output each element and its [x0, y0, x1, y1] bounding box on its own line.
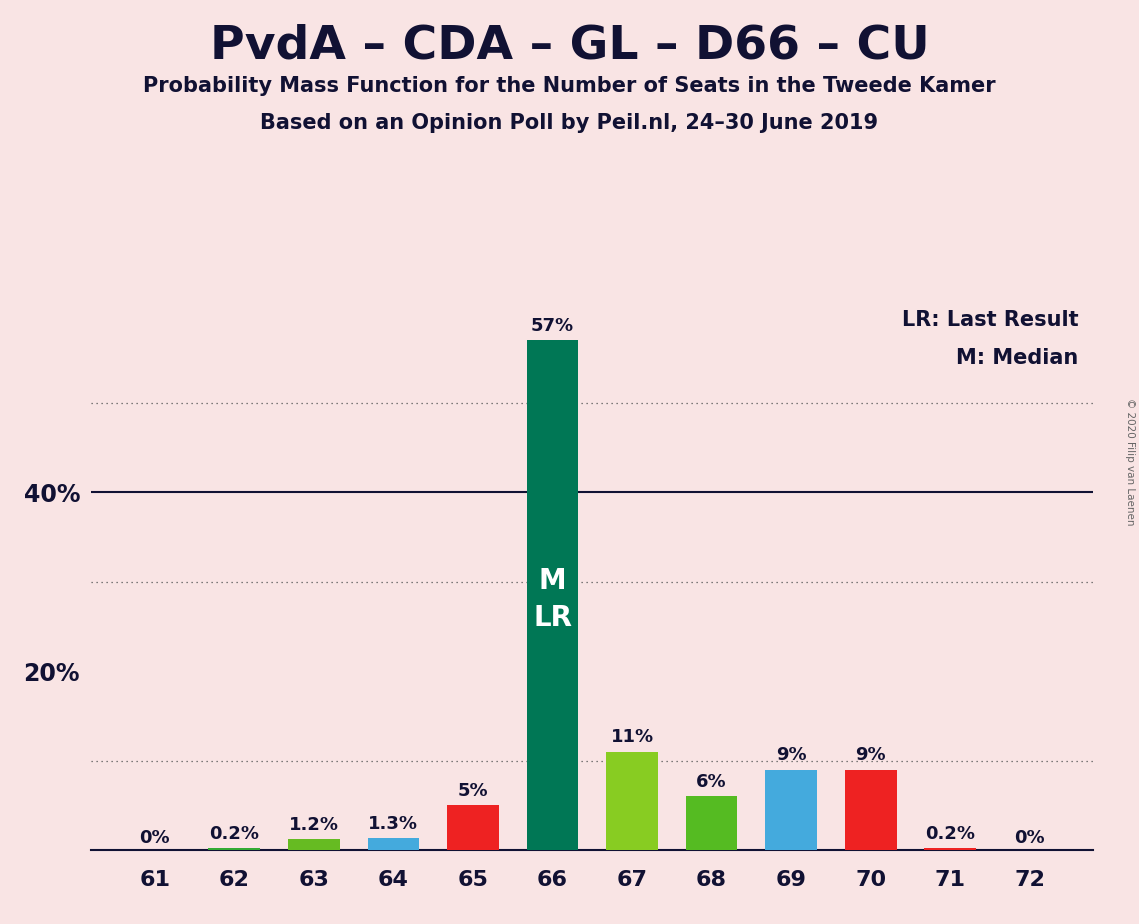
- Text: © 2020 Filip van Laenen: © 2020 Filip van Laenen: [1125, 398, 1134, 526]
- Bar: [606, 752, 658, 850]
- Bar: [925, 848, 976, 850]
- Text: 9%: 9%: [776, 747, 806, 764]
- Bar: [448, 806, 499, 850]
- Text: 1.3%: 1.3%: [368, 815, 418, 833]
- Text: Probability Mass Function for the Number of Seats in the Tweede Kamer: Probability Mass Function for the Number…: [144, 76, 995, 96]
- Text: 0%: 0%: [139, 830, 170, 847]
- Text: M: Median: M: Median: [956, 348, 1079, 369]
- Text: 0.2%: 0.2%: [925, 825, 975, 843]
- Text: 9%: 9%: [855, 747, 886, 764]
- Bar: [765, 770, 817, 850]
- Bar: [288, 839, 339, 850]
- Bar: [368, 838, 419, 850]
- Text: 1.2%: 1.2%: [289, 816, 339, 834]
- Bar: [526, 340, 579, 850]
- Text: LR: Last Result: LR: Last Result: [902, 310, 1079, 330]
- Text: 0%: 0%: [1015, 830, 1046, 847]
- Text: 6%: 6%: [696, 773, 727, 791]
- Bar: [686, 796, 737, 850]
- Text: PvdA – CDA – GL – D66 – CU: PvdA – CDA – GL – D66 – CU: [210, 23, 929, 68]
- Text: 0.2%: 0.2%: [210, 825, 260, 843]
- Bar: [208, 848, 260, 850]
- Text: Based on an Opinion Poll by Peil.nl, 24–30 June 2019: Based on an Opinion Poll by Peil.nl, 24–…: [261, 113, 878, 133]
- Text: 11%: 11%: [611, 728, 654, 747]
- Text: M
LR: M LR: [533, 567, 572, 632]
- Text: 57%: 57%: [531, 317, 574, 335]
- Bar: [845, 770, 896, 850]
- Text: 5%: 5%: [458, 782, 489, 800]
